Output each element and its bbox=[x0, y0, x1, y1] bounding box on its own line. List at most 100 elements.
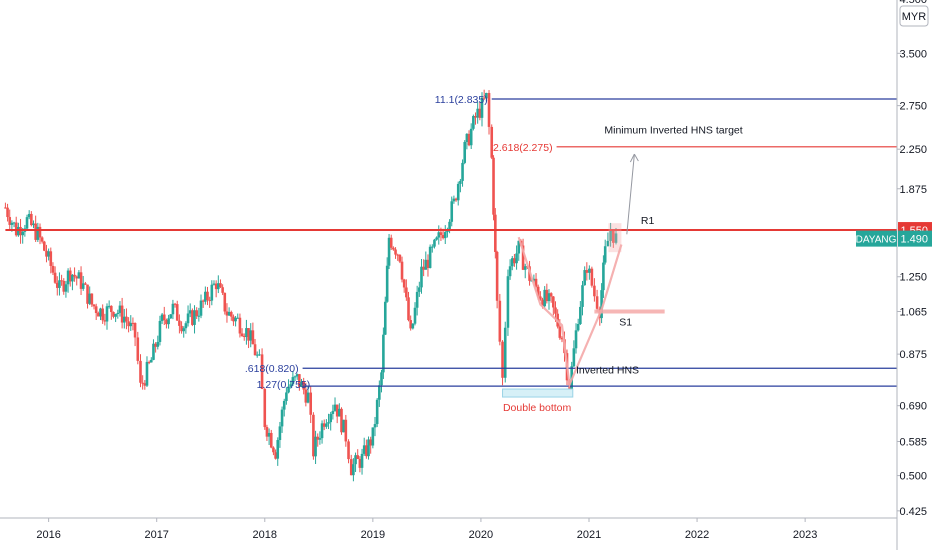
candle bbox=[579, 301, 582, 326]
candle bbox=[120, 297, 124, 329]
x-tick: 2017 bbox=[144, 518, 169, 541]
symbol-label: DAYANG bbox=[856, 235, 897, 246]
fib-2-618-line[interactable]: 2.618(2.275) bbox=[493, 142, 897, 154]
candle bbox=[316, 433, 320, 447]
candle bbox=[34, 215, 37, 242]
y-tick: 2.750 bbox=[897, 101, 927, 113]
candle bbox=[472, 114, 475, 131]
candle bbox=[45, 244, 48, 263]
candle bbox=[347, 439, 350, 464]
candle bbox=[214, 280, 218, 298]
fib-2-618-label: 2.618(2.275) bbox=[493, 142, 553, 154]
candle bbox=[86, 284, 89, 309]
candle bbox=[212, 280, 216, 286]
candles-layer bbox=[4, 89, 618, 482]
candle bbox=[545, 283, 549, 304]
candle bbox=[593, 278, 596, 302]
fib-618-line[interactable]: .618(0.820) bbox=[245, 363, 897, 375]
candle bbox=[191, 308, 194, 327]
currency-badge[interactable]: MYR bbox=[899, 5, 929, 27]
candle bbox=[501, 340, 504, 386]
candle bbox=[375, 397, 379, 428]
candle bbox=[195, 307, 198, 319]
candle bbox=[204, 286, 207, 305]
y-tick-label: 1.875 bbox=[899, 184, 927, 196]
candle bbox=[210, 280, 214, 306]
candle bbox=[232, 314, 235, 326]
double-bottom[interactable]: Double bottom bbox=[502, 388, 574, 414]
candle bbox=[405, 279, 408, 301]
y-tick: 0.875 bbox=[897, 349, 927, 361]
candle bbox=[188, 303, 192, 318]
candle bbox=[227, 307, 231, 316]
candle bbox=[245, 319, 248, 345]
candle bbox=[380, 369, 383, 393]
candle bbox=[193, 305, 196, 334]
candle bbox=[373, 416, 377, 437]
candle bbox=[523, 263, 527, 279]
candle bbox=[47, 248, 50, 261]
candle bbox=[199, 294, 203, 319]
candle bbox=[53, 266, 57, 284]
candle bbox=[338, 403, 341, 417]
candle bbox=[420, 259, 423, 294]
candle bbox=[354, 452, 357, 472]
candle bbox=[110, 305, 113, 320]
candle bbox=[62, 278, 66, 295]
candle bbox=[327, 413, 330, 430]
candle bbox=[309, 385, 313, 424]
x-tick-label: 2022 bbox=[685, 529, 709, 541]
candle bbox=[40, 236, 44, 244]
support-s1[interactable]: S1 bbox=[594, 309, 665, 328]
candle bbox=[385, 257, 389, 303]
y-tick-label: 0.425 bbox=[899, 506, 927, 518]
candle bbox=[36, 222, 40, 242]
y-tick: 0.500 bbox=[897, 471, 927, 483]
candle bbox=[349, 454, 353, 476]
x-axis[interactable]: 2016 2017 2018 2019 2020 2021 2022 2023 bbox=[36, 518, 817, 541]
fib-11-1-label: 11.1(2.835) bbox=[435, 94, 488, 106]
candle bbox=[77, 270, 81, 279]
target-arrow[interactable]: Minimum Inverted HNS target bbox=[604, 124, 743, 235]
candle bbox=[433, 238, 436, 249]
candle bbox=[298, 374, 301, 391]
candle bbox=[162, 306, 166, 325]
candle bbox=[322, 419, 326, 431]
candle bbox=[282, 398, 286, 417]
candle bbox=[450, 196, 454, 227]
y-tick-label: 1.250 bbox=[899, 272, 927, 284]
candle bbox=[8, 209, 12, 231]
candle bbox=[249, 323, 253, 348]
y-tick-label: 0.875 bbox=[899, 349, 927, 361]
candle bbox=[437, 225, 441, 245]
candle bbox=[12, 221, 16, 228]
fib-1-27-line[interactable]: 1.27(0.755) bbox=[257, 379, 897, 391]
candle bbox=[367, 436, 370, 460]
fib-11-1-line[interactable]: 11.1(2.835) bbox=[435, 94, 897, 106]
candle bbox=[480, 92, 484, 127]
resistance-r1-line[interactable]: R1 bbox=[5, 215, 897, 232]
inverted-hns[interactable]: Inverted HNS bbox=[517, 236, 639, 389]
candle bbox=[495, 250, 499, 309]
candle bbox=[510, 255, 514, 271]
candle bbox=[99, 307, 102, 321]
y-axis[interactable]: 4.500 3.500 2.750 2.250 1.875 1.250 1.065 0.875… bbox=[897, 0, 927, 518]
candle bbox=[221, 284, 224, 296]
candle bbox=[68, 267, 72, 287]
y-tick: 1.250 bbox=[897, 272, 927, 284]
candle bbox=[51, 262, 55, 275]
candle bbox=[291, 371, 295, 387]
candle bbox=[574, 323, 578, 354]
candle bbox=[435, 236, 438, 241]
candle bbox=[476, 101, 479, 124]
candle bbox=[572, 340, 576, 368]
candle bbox=[182, 326, 186, 338]
candle bbox=[30, 211, 33, 227]
candle bbox=[422, 259, 425, 277]
y-tick-label: 3.500 bbox=[899, 48, 927, 60]
candle bbox=[543, 286, 546, 308]
candle bbox=[547, 289, 551, 310]
candle bbox=[118, 301, 122, 317]
inverted-hns-label: Inverted HNS bbox=[576, 365, 639, 377]
